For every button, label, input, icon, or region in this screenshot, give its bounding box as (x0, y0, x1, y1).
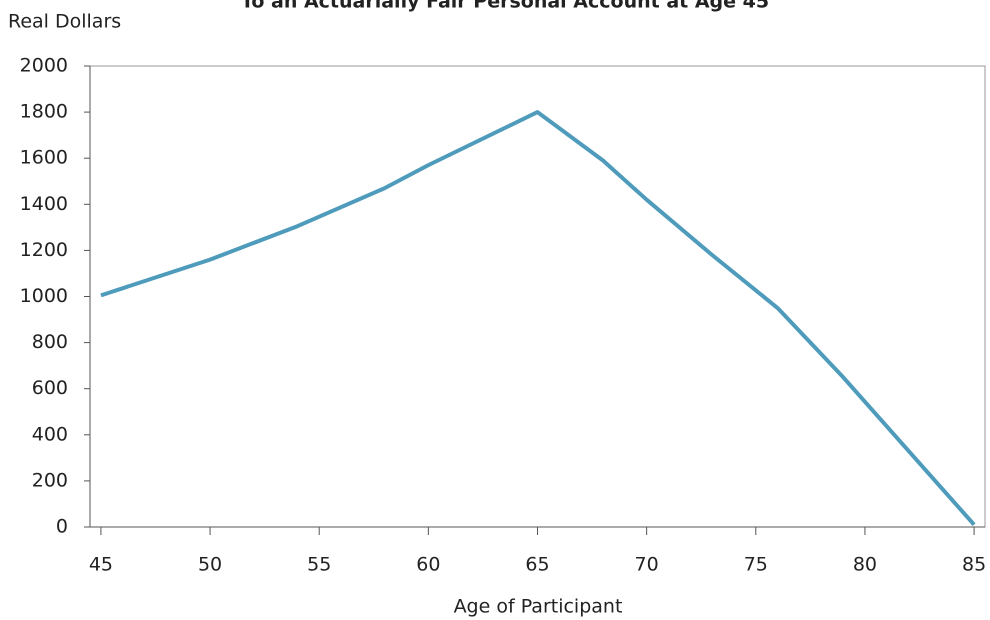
x-axis-label: Age of Participant (454, 596, 623, 618)
y-tick-label: 1400 (20, 193, 68, 215)
y-tick-label: 1200 (20, 239, 68, 261)
x-tick-label: 55 (307, 554, 331, 576)
data-line (100, 110, 976, 527)
x-tick-label: 50 (198, 554, 222, 576)
y-tick-label: 1000 (20, 285, 68, 307)
y-tick-label: 1600 (20, 147, 68, 169)
y-tick-label: 1800 (20, 101, 68, 123)
x-tick-label: 85 (962, 554, 986, 576)
y-tick-label: 800 (32, 331, 68, 353)
x-tick-label: 45 (89, 554, 113, 576)
x-tick-label: 70 (635, 554, 659, 576)
y-axis-label: Real Dollars (8, 11, 121, 33)
x-tick-label: 60 (416, 554, 440, 576)
plot-frame (89, 65, 986, 528)
y-tick-label: 400 (32, 423, 68, 445)
y-tick-label: 0 (56, 516, 68, 538)
y-tick-label: 2000 (20, 55, 68, 77)
y-tick-label: 600 (32, 377, 68, 399)
x-tick-label: 65 (525, 554, 549, 576)
y-tick-label: 200 (32, 469, 68, 491)
chart-title: To an Actuarially Fair Personal Account … (241, 0, 769, 13)
x-tick-label: 80 (853, 554, 877, 576)
x-tick-label: 75 (744, 554, 768, 576)
